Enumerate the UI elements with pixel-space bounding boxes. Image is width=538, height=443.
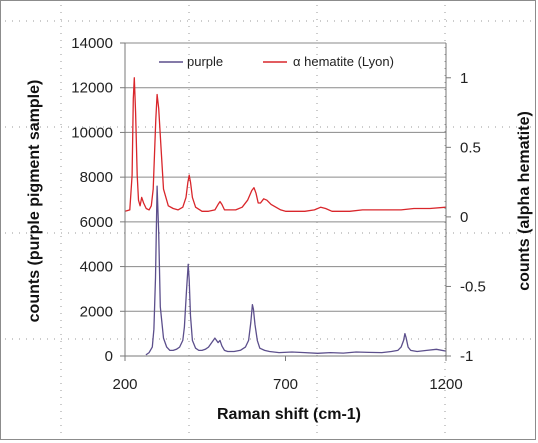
legend-label-purple: purple — [187, 54, 223, 69]
y-tick-label: 2000 — [80, 303, 113, 320]
y2-tick-label: -0.5 — [460, 278, 486, 295]
y2-tick-label: 0 — [460, 209, 468, 226]
tick-labels: 0 2000 4000 6000 8000 10000 12000 14000 -1 -0.5 0 0… — [71, 35, 486, 393]
y-tick-label: 4000 — [80, 259, 113, 276]
legend-label-hematite: α hematite (Lyon) — [293, 54, 394, 69]
y-axis-title: counts (purple pigment sample) — [26, 80, 43, 323]
series-lines — [124, 77, 447, 356]
y-tick-label: 8000 — [80, 169, 113, 186]
axes — [120, 42, 451, 361]
series-line-purple — [145, 185, 447, 356]
y2-tick-label: 1 — [460, 70, 468, 87]
y2-tick-label: -1 — [460, 348, 473, 365]
x-tick-label: 700 — [273, 376, 298, 393]
x-axis-title: Raman shift (cm-1) — [217, 406, 361, 423]
legend: purple α hematite (Lyon) — [159, 54, 394, 69]
x-tick-label: 200 — [112, 376, 137, 393]
y2-axis-title: counts (alpha hematite) — [516, 111, 533, 291]
y-tick-label: 14000 — [71, 35, 113, 52]
y-tick-label: 12000 — [71, 80, 113, 97]
x-tick-label: 1200 — [429, 376, 462, 393]
series-line-hematite — [124, 77, 447, 212]
y-tick-label: 0 — [105, 348, 113, 365]
horizontal-gridlines — [125, 42, 446, 312]
y-tick-label: 6000 — [80, 214, 113, 231]
y-tick-label: 10000 — [71, 124, 113, 141]
y2-tick-label: 0.5 — [460, 139, 481, 156]
